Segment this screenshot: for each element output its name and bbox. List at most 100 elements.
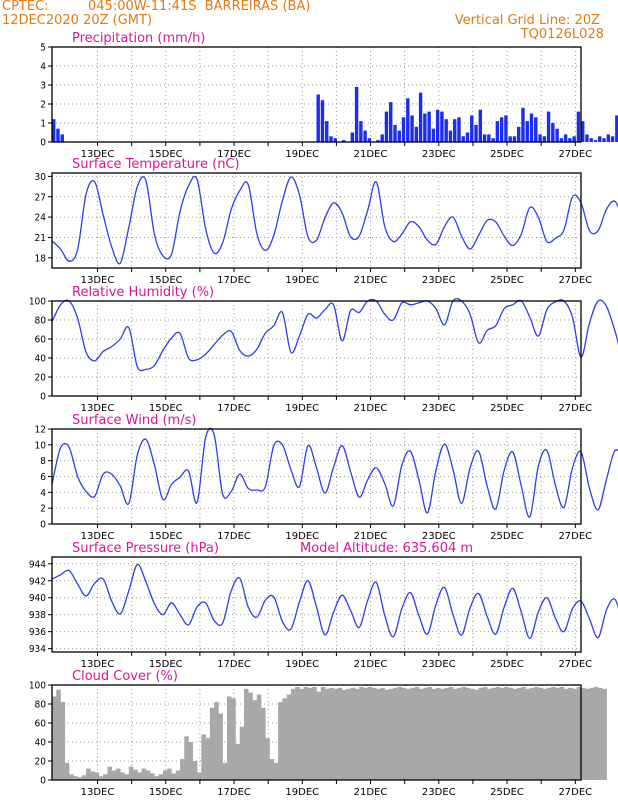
- cloud-cover-bar: [410, 687, 415, 780]
- precip-bar: [534, 117, 538, 142]
- precip-bar: [448, 130, 453, 142]
- humidity-ytick-label: 40: [35, 354, 47, 365]
- humidity-series-line: [51, 298, 618, 372]
- clouds-ytick-label: 60: [35, 719, 47, 730]
- precip-bar: [376, 140, 380, 142]
- wind-xtick-label: 17DEC: [217, 531, 251, 542]
- cloud-cover-bar: [440, 688, 445, 780]
- precip-bar: [606, 134, 611, 142]
- cloud-cover-bar: [316, 691, 322, 780]
- cloud-cover-bar: [376, 688, 381, 780]
- wind-xtick-label: 13DEC: [81, 531, 115, 542]
- temperature-xtick-label: 25DEC: [490, 275, 524, 286]
- cloud-cover-bar: [171, 773, 177, 780]
- precip-bar: [427, 111, 431, 142]
- wind-xtick-label: 19DEC: [285, 531, 319, 542]
- cloud-cover-bar: [299, 688, 305, 780]
- cloud-cover-bar: [269, 759, 275, 780]
- precip-bar: [363, 130, 367, 142]
- humidity-ytick-label: 100: [29, 297, 46, 308]
- pressure-xtick-label: 19DEC: [285, 659, 319, 670]
- precip-bar: [491, 138, 495, 142]
- temperature-xtick-label: 19DEC: [285, 275, 319, 286]
- clouds-xtick-label: 23DEC: [422, 787, 456, 798]
- precip-bar: [585, 134, 589, 142]
- cloud-cover-bar: [602, 688, 607, 780]
- temperature-xtick-label: 27DEC: [558, 275, 592, 286]
- precip-bar: [559, 138, 564, 142]
- cloud-cover-bar: [457, 687, 462, 780]
- cloud-cover-bar: [491, 687, 496, 780]
- cloud-cover-bar: [115, 768, 121, 780]
- cloud-cover-bar: [226, 696, 232, 780]
- cloud-cover-bar: [598, 687, 603, 780]
- precip-panel: 0 1 2 3 4 5 13DEC 15DEC 17DEC 19DEC 21DEC 23DEC 25DE…: [40, 31, 618, 160]
- cloud-cover-bar: [98, 776, 104, 780]
- precip-bar: [610, 136, 615, 142]
- clouds-ytick-label: 0: [40, 776, 46, 787]
- precip-bar: [431, 128, 436, 142]
- cloud-cover-bar: [162, 770, 168, 780]
- header-run-time: 12DEC2020 20Z (GMT): [2, 13, 153, 28]
- cloud-cover-bar: [282, 698, 287, 780]
- cloud-cover-bar: [69, 774, 74, 780]
- cloud-cover-bar: [401, 687, 407, 780]
- humidity-title: Relative Humidity (%): [72, 285, 214, 300]
- clouds-title: Cloud Cover (%): [72, 669, 178, 684]
- cloud-cover-bar: [158, 774, 164, 780]
- cloud-cover-bar: [380, 687, 386, 780]
- clouds-xtick-label: 27DEC: [558, 787, 592, 798]
- precip-ytick-label: 1: [40, 119, 46, 130]
- precip-bar: [423, 113, 427, 142]
- precip-xtick-label: 15DEC: [149, 149, 183, 160]
- cloud-cover-bar: [495, 686, 501, 780]
- humidity-xtick-label: 17DEC: [217, 403, 251, 414]
- wind-xtick-label: 15DEC: [149, 531, 183, 542]
- temperature-ytick-label: 18: [35, 253, 47, 264]
- header-location: 045:00W-11:41S BARREIRAS (BA): [88, 0, 311, 14]
- precip-bar: [598, 136, 602, 142]
- cloud-cover-bar: [427, 686, 432, 780]
- precip-ytick-label: 0: [40, 138, 46, 149]
- precip-bar: [401, 117, 406, 142]
- cloud-cover-bar: [568, 687, 573, 780]
- cloud-cover-bar: [529, 687, 535, 780]
- precip-bar: [320, 100, 325, 142]
- cloud-cover-bar: [303, 686, 309, 780]
- precip-bar: [615, 115, 618, 142]
- precip-bar: [499, 117, 504, 142]
- temperature-ytick-label: 30: [35, 172, 47, 183]
- temperature-series-line: [51, 175, 618, 265]
- precip-bar: [478, 109, 483, 142]
- precip-bar: [593, 140, 598, 142]
- cloud-cover-bar: [248, 692, 253, 780]
- humidity-ytick-label: 80: [35, 316, 47, 327]
- cloud-cover-bar: [209, 707, 215, 780]
- cloud-cover-bar: [273, 762, 279, 780]
- pressure-ytick-label: 934: [29, 644, 46, 655]
- cloud-cover-bar: [167, 768, 172, 780]
- precip-bar: [542, 136, 547, 142]
- cloud-cover-bar: [517, 687, 522, 780]
- precip-bar: [568, 138, 572, 142]
- cloud-cover-bar: [354, 688, 360, 780]
- precip-bar: [602, 138, 606, 142]
- wind-xtick-label: 25DEC: [490, 531, 524, 542]
- precip-bar: [389, 102, 393, 142]
- clouds-xtick-label: 15DEC: [149, 787, 183, 798]
- cloud-cover-bar: [90, 771, 95, 780]
- precip-bar: [384, 111, 389, 142]
- cloud-cover-bar: [585, 688, 590, 780]
- cloud-cover-bar: [470, 688, 475, 780]
- cloud-cover-bar: [261, 707, 266, 780]
- wind-series-line: [51, 427, 618, 518]
- humidity-ytick-label: 0: [40, 392, 46, 403]
- wind-ytick-label: 12: [35, 425, 46, 436]
- precip-xtick-label: 17DEC: [217, 149, 251, 160]
- pressure-ytick-label: 942: [29, 576, 46, 587]
- cloud-cover-bar: [555, 687, 560, 780]
- clouds-ytick-label: 20: [35, 757, 47, 768]
- cloud-cover-bar: [423, 687, 428, 780]
- clouds-xtick-label: 17DEC: [217, 787, 251, 798]
